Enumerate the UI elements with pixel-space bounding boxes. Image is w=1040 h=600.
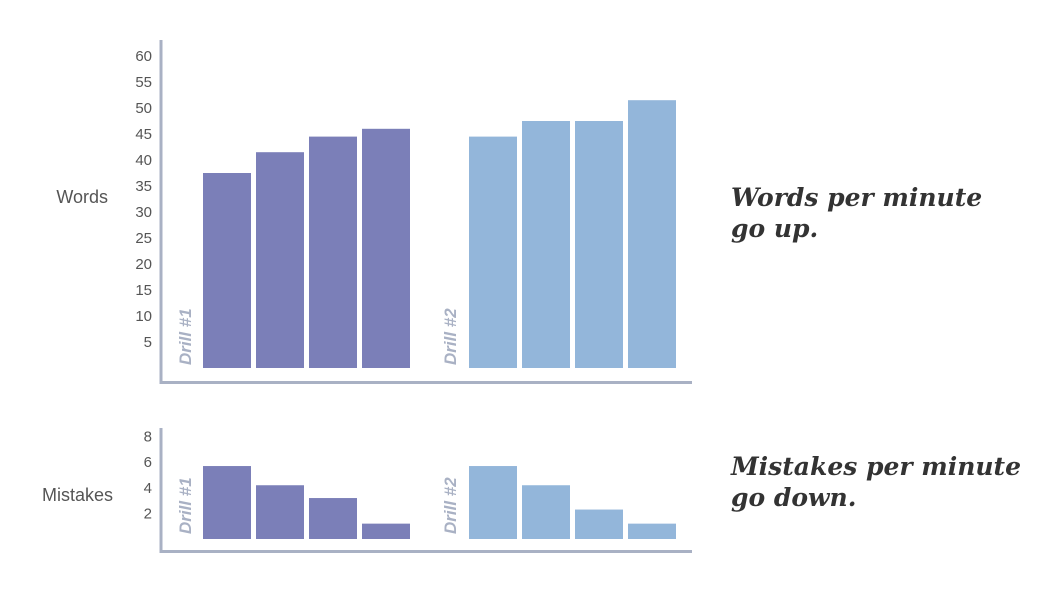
words-bar-drill-1-3 xyxy=(309,136,357,368)
words-y-tick-50: 50 xyxy=(135,100,152,117)
mistakes-caption-line-2: go down. xyxy=(731,483,857,512)
mistakes-drill-1-label: Drill #1 xyxy=(176,477,195,534)
words-bars xyxy=(203,100,676,368)
mistakes-drill-2-label: Drill #2 xyxy=(441,477,460,534)
words-y-tick-60: 60 xyxy=(135,48,152,65)
mistakes-y-tick-6: 6 xyxy=(144,454,152,471)
mistakes-caption-line-1: Mistakes per minute xyxy=(731,452,1022,481)
words-y-tick-45: 45 xyxy=(135,126,152,143)
words-chart: Words 5 10 15 20 25 30 35 40 45 50 55 60 Drill #1 D… xyxy=(56,40,692,384)
words-bar-drill-1-2 xyxy=(256,152,304,368)
words-y-ticks: 5 10 15 20 25 30 35 40 45 50 55 60 xyxy=(135,48,152,351)
mistakes-bar-drill-2-1 xyxy=(469,466,517,539)
words-bar-drill-1-1 xyxy=(203,173,251,368)
words-y-tick-30: 30 xyxy=(135,204,152,221)
words-drill-1-label: Drill #1 xyxy=(176,308,195,365)
mistakes-y-ticks: 2 4 6 8 xyxy=(144,429,152,523)
mistakes-bar-drill-2-3 xyxy=(575,509,623,539)
mistakes-bar-drill-1-2 xyxy=(256,485,304,539)
words-y-tick-15: 15 xyxy=(135,282,152,299)
words-caption: Words per minute go up. xyxy=(731,182,982,244)
words-y-tick-40: 40 xyxy=(135,152,152,169)
words-bar-drill-1-4 xyxy=(362,128,410,368)
mistakes-bar-drill-1-3 xyxy=(309,498,357,539)
words-drill-2-label: Drill #2 xyxy=(441,308,460,365)
words-bar-drill-2-2 xyxy=(522,121,570,368)
mistakes-y-tick-2: 2 xyxy=(144,505,152,522)
words-y-label: Words xyxy=(56,187,108,207)
words-axes xyxy=(159,40,692,384)
words-y-tick-35: 35 xyxy=(135,178,152,195)
words-bar-drill-2-1 xyxy=(469,136,517,368)
words-y-tick-55: 55 xyxy=(135,74,152,91)
mistakes-bar-drill-1-1 xyxy=(203,466,251,539)
words-bar-drill-2-4 xyxy=(628,100,676,368)
words-y-tick-20: 20 xyxy=(135,256,152,273)
mistakes-y-label: Mistakes xyxy=(42,485,113,505)
mistakes-y-tick-4: 4 xyxy=(144,480,152,497)
mistakes-axes xyxy=(159,428,692,553)
words-bar-drill-2-3 xyxy=(575,121,623,368)
mistakes-bar-drill-2-2 xyxy=(522,485,570,539)
words-caption-line-2: go up. xyxy=(731,214,819,243)
words-y-tick-10: 10 xyxy=(135,308,152,325)
mistakes-caption: Mistakes per minute go down. xyxy=(731,451,1021,513)
mistakes-bar-drill-1-4 xyxy=(362,523,410,539)
mistakes-bar-drill-2-4 xyxy=(628,523,676,539)
words-caption-line-1: Words per minute xyxy=(731,183,983,212)
words-y-tick-25: 25 xyxy=(135,230,152,247)
words-y-tick-5: 5 xyxy=(144,334,152,351)
mistakes-bars xyxy=(203,466,676,539)
mistakes-y-tick-8: 8 xyxy=(144,429,152,446)
mistakes-chart: Mistakes 2 4 6 8 Drill #1 Drill #2 xyxy=(42,428,692,553)
